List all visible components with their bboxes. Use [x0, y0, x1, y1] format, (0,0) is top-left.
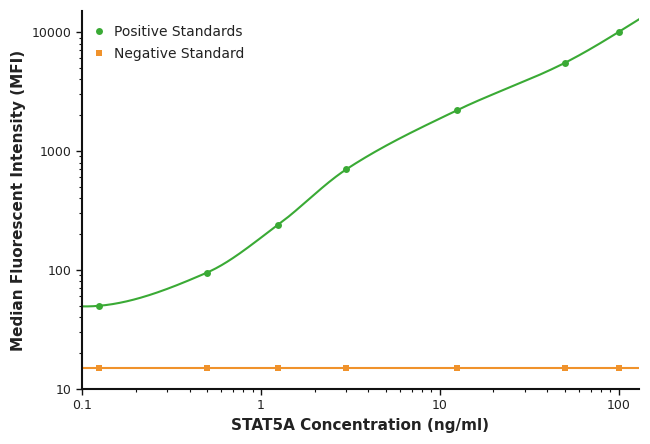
Positive Standards — [453, 107, 461, 113]
Negative Standard — [561, 365, 569, 371]
Line: Negative Standard: Negative Standard — [96, 365, 621, 371]
Positive Standards — [96, 303, 103, 309]
Positive Standards — [274, 222, 282, 227]
Legend: Positive Standards, Negative Standard: Positive Standards, Negative Standard — [89, 18, 251, 68]
Negative Standard — [96, 365, 103, 371]
Positive Standards — [203, 270, 211, 275]
Negative Standard — [453, 365, 461, 371]
Y-axis label: Median Fluorescent Intensity (MFI): Median Fluorescent Intensity (MFI) — [11, 49, 26, 351]
Positive Standards — [561, 60, 569, 66]
Line: Positive Standards: Positive Standards — [96, 28, 622, 309]
Negative Standard — [274, 365, 282, 371]
Positive Standards — [615, 29, 623, 35]
X-axis label: STAT5A Concentration (ng/ml): STAT5A Concentration (ng/ml) — [231, 418, 489, 433]
Negative Standard — [203, 365, 211, 371]
Negative Standard — [343, 365, 350, 371]
Positive Standards — [343, 167, 350, 172]
Negative Standard — [615, 365, 623, 371]
